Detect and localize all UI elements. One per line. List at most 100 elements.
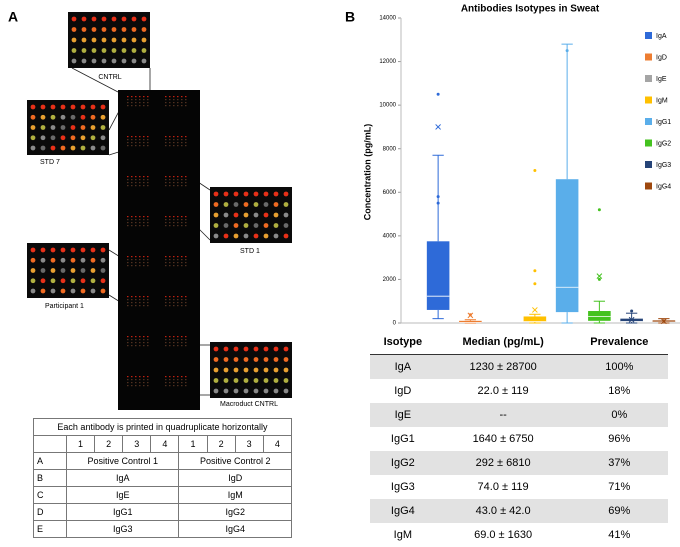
slide-spot — [165, 379, 167, 381]
slide-spot — [127, 296, 129, 298]
table-cell: 1 — [65, 435, 96, 453]
slide-spot — [173, 339, 175, 341]
slide-spot — [135, 102, 137, 104]
array-spot — [90, 114, 96, 120]
slide-spot — [143, 339, 145, 341]
stats-table: Isotype Median (pg/mL) Prevalence IgA 1230 ±… — [370, 330, 668, 547]
slide-spot — [147, 305, 149, 307]
slide-spot — [131, 376, 133, 378]
slide-spot — [185, 142, 187, 144]
slide-spot — [169, 102, 171, 104]
array-spot — [253, 212, 259, 218]
slide-spot — [147, 145, 149, 147]
slide-spot — [181, 262, 183, 264]
array-spot — [91, 37, 97, 43]
slide-spot — [131, 299, 133, 301]
table-cell: 4 — [150, 435, 180, 453]
table-row: IgG2 292 ± 6810 37% — [370, 451, 668, 475]
slide-spot — [185, 302, 187, 304]
slide-spot — [147, 345, 149, 347]
array-spot — [81, 16, 87, 22]
slide-spot — [177, 179, 179, 181]
slide-spot — [173, 225, 175, 227]
slide-spot — [181, 182, 183, 184]
table-cell: 69% — [570, 499, 668, 523]
array-spot — [263, 202, 269, 207]
table-cell: IgG4 — [178, 520, 292, 538]
slide-spot — [139, 256, 141, 258]
slide-spot — [147, 262, 149, 264]
slide-spot — [181, 102, 183, 104]
slide-spot — [147, 382, 149, 384]
slide-spot — [143, 305, 145, 307]
table-cell: IgG3 — [390, 481, 415, 493]
image-caption: Macroduct CNTRL — [220, 401, 278, 408]
slide-spot — [147, 302, 149, 304]
slide-spot — [177, 225, 179, 227]
slide-spot — [169, 216, 171, 218]
array-spot — [81, 37, 87, 43]
slide-spot — [165, 225, 167, 227]
array-spot — [91, 16, 97, 22]
slide-spot — [169, 176, 171, 178]
slide-spot — [177, 342, 179, 344]
slide-spot — [181, 99, 183, 101]
array-spot — [40, 268, 46, 273]
slide-spot — [147, 339, 149, 341]
legend-label: IgG3 — [656, 162, 671, 169]
array-spot — [213, 346, 219, 352]
table-cell: E — [33, 520, 67, 538]
outlier — [597, 277, 601, 281]
slide-spot — [127, 225, 129, 227]
slide-spot — [143, 142, 145, 144]
slide-spot — [181, 139, 183, 141]
slide-spot — [173, 256, 175, 258]
slide-spot — [143, 182, 145, 184]
slide-spot — [165, 222, 167, 224]
slide-spot — [131, 345, 133, 347]
slide-spot — [139, 222, 141, 224]
array-spot — [71, 48, 77, 53]
slide-spot — [165, 385, 167, 387]
array-spot — [141, 27, 147, 32]
slide-spot — [139, 102, 141, 104]
slide-spot — [131, 222, 133, 224]
slide-spot — [131, 302, 133, 304]
array-spot — [243, 357, 249, 362]
slide-spot — [177, 222, 179, 224]
array-spot — [50, 104, 56, 110]
array-spot — [243, 346, 249, 352]
slide-spot — [177, 259, 179, 261]
slide-spot — [131, 142, 133, 144]
table-cell: 37% — [570, 451, 668, 475]
array-spot — [70, 145, 76, 151]
slide-spot — [185, 265, 187, 267]
slide-spot — [173, 176, 175, 178]
slide-spot — [135, 305, 137, 307]
array-spot — [70, 125, 76, 130]
slide-spot — [173, 259, 175, 261]
table-cell: -- — [435, 403, 571, 427]
slide-spot — [185, 345, 187, 347]
table-cell: 4 — [262, 435, 293, 453]
slide-spot — [169, 145, 171, 147]
slide-spot — [169, 299, 171, 301]
table-cell: 18% — [608, 385, 631, 397]
array-image — [210, 187, 292, 243]
array-spot — [40, 288, 46, 294]
slide-spot — [147, 256, 149, 258]
array-spot — [283, 346, 289, 352]
slide-spot — [131, 225, 133, 227]
array-spot — [50, 278, 56, 284]
slide-spot — [131, 179, 133, 181]
array-spot — [71, 37, 77, 43]
slide-spot — [131, 96, 133, 98]
slide-spot — [135, 105, 137, 107]
slide-spot — [131, 265, 133, 267]
slide-spot — [135, 379, 137, 381]
array-spot — [80, 145, 86, 151]
slide-spot — [143, 299, 145, 301]
slide-spot — [143, 179, 145, 181]
mean-marker — [628, 316, 635, 323]
